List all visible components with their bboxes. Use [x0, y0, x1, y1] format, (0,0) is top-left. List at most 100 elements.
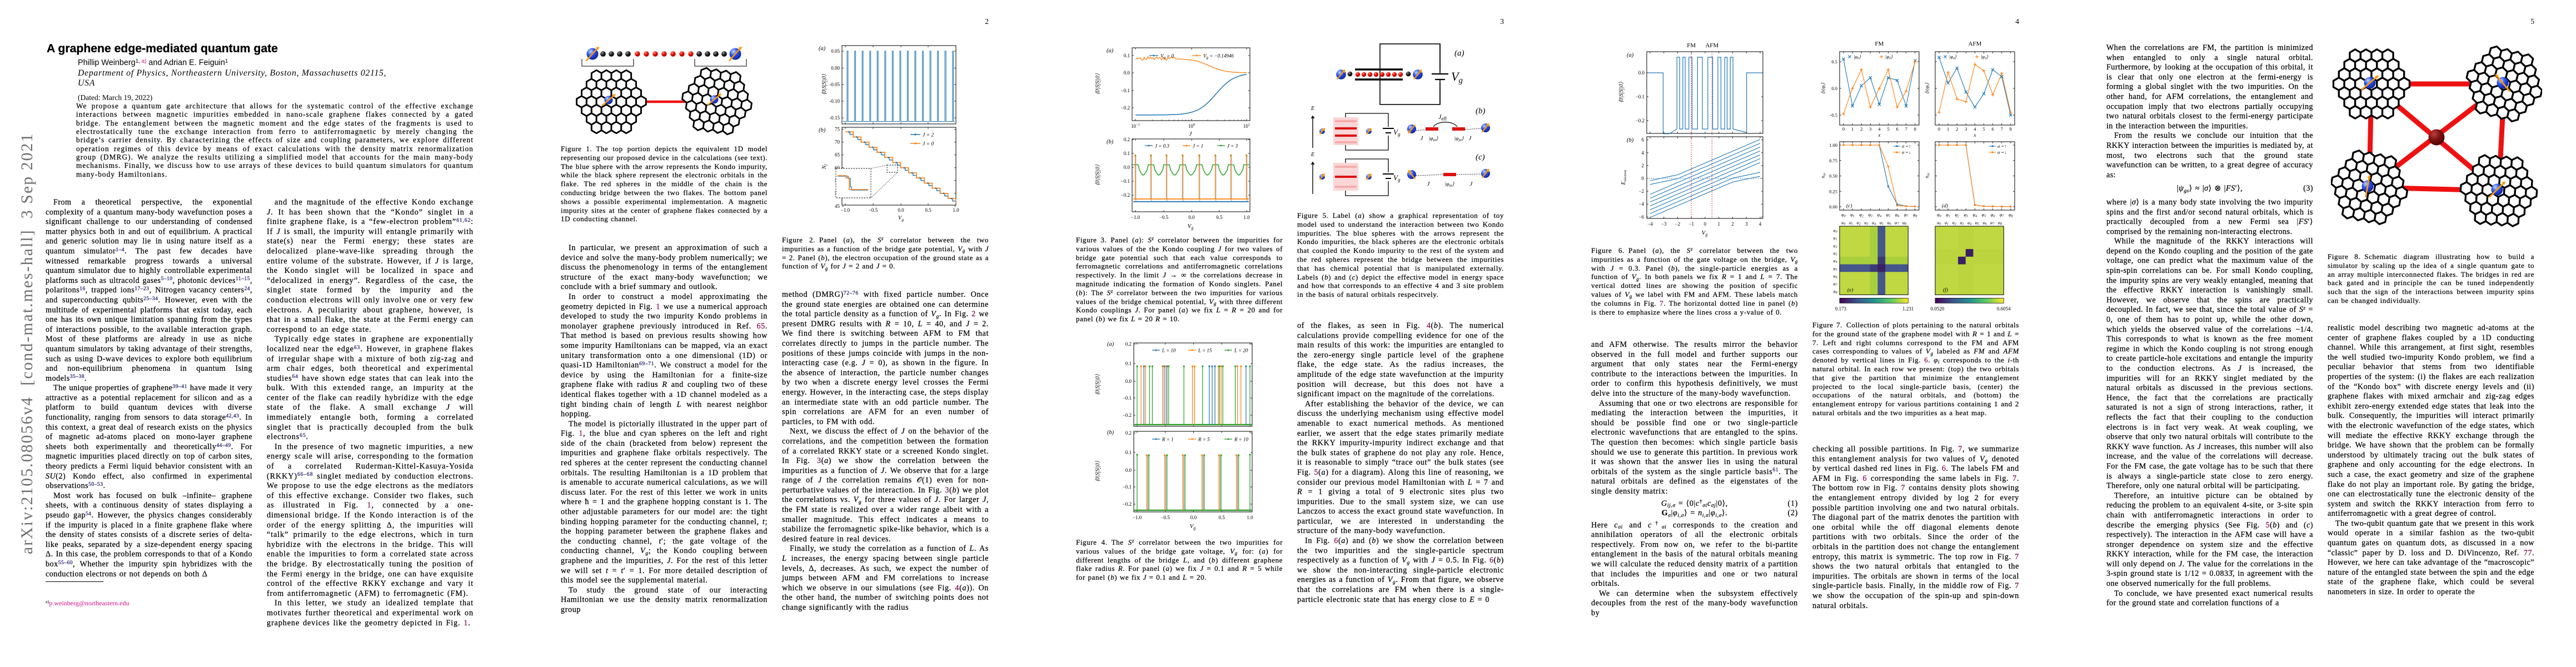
svg-text:(a): (a): [1627, 52, 1634, 58]
svg-text:−2: −2: [1638, 188, 1644, 194]
svg-text:1: 1: [1718, 221, 1721, 227]
svg-text:(b): (b): [1107, 139, 1114, 145]
svg-text:niσ: niσ: [1924, 172, 1931, 178]
svg-text:φ8: φ8: [1833, 288, 1837, 295]
svg-text:(a): (a): [1107, 341, 1114, 347]
svg-text:σ =↓: σ =↓: [1997, 150, 2006, 155]
svg-text:10−1: 10−1: [1131, 123, 1140, 129]
svg-text:100: 100: [1188, 123, 1195, 129]
svg-text:70: 70: [835, 140, 840, 145]
svg-text:0.1: 0.1: [1125, 361, 1132, 366]
svg-text:1.0: 1.0: [1243, 215, 1250, 220]
svg-text:0: 0: [1704, 221, 1707, 227]
svg-text:−0.5: −0.5: [1159, 215, 1169, 220]
svg-text:−0.1: −0.1: [1123, 395, 1132, 401]
svg-text:AFM: AFM: [1705, 42, 1718, 49]
svg-text:-0.05: -0.05: [829, 82, 840, 87]
svg-text:(b): (b): [1476, 107, 1486, 116]
svg-text:0.2: 0.2: [1124, 137, 1130, 142]
svg-text:|φiσ⟩: |φiσ⟩: [1445, 181, 1454, 188]
svg-text:φ7: φ7: [2000, 212, 2004, 218]
svg-text:−0.1: −0.1: [1121, 178, 1130, 184]
svg-text:1.231: 1.231: [1902, 306, 1914, 311]
svg-text:45: 45: [835, 203, 840, 209]
svg-text:φ2: φ2: [1857, 220, 1861, 226]
svg-text:0.2: 0.2: [1125, 430, 1132, 436]
svg-text:0.00: 0.00: [831, 66, 840, 71]
svg-text:⟨0|Sz1Sz2|0⟩: ⟨0|Sz1Sz2|0⟩: [1095, 73, 1102, 94]
svg-text:Nf: Nf: [821, 164, 829, 170]
svg-text:φ4: φ4: [1877, 212, 1881, 218]
svg-text:φ2: φ2: [1859, 212, 1863, 218]
svg-text:6: 6: [1642, 137, 1645, 143]
svg-text:niσ: niσ: [1820, 172, 1827, 178]
svg-text:φ7: φ7: [1833, 281, 1837, 287]
svg-text:φ6: φ6: [1991, 212, 1995, 218]
svg-text:0.6054: 0.6054: [1997, 306, 2011, 311]
svg-text:(a): (a): [819, 46, 826, 52]
svg-text:4: 4: [1642, 150, 1645, 156]
svg-text:0.75: 0.75: [1829, 158, 1837, 163]
svg-text:2: 2: [1731, 221, 1734, 227]
svg-text:φ1: φ1: [1849, 220, 1853, 226]
svg-text:E: E: [1311, 106, 1314, 112]
svg-text:Vg: Vg: [1188, 223, 1194, 231]
svg-text:3: 3: [1869, 126, 1871, 132]
svg-text:−6: −6: [1638, 214, 1644, 220]
svg-text:(f): (f): [1943, 287, 1948, 293]
svg-text:x: x: [1973, 133, 1976, 138]
svg-text:φ5: φ5: [1880, 220, 1884, 226]
svg-text:φ3: φ3: [1869, 212, 1872, 218]
svg-text:J: J: [1421, 135, 1424, 142]
svg-text:φ7: φ7: [1895, 220, 1899, 226]
svg-text:65: 65: [835, 152, 840, 158]
svg-text:φ7: φ7: [1904, 212, 1909, 218]
svg-text:1.00: 1.00: [1829, 142, 1837, 148]
svg-text:−0.2: −0.2: [1123, 501, 1132, 507]
svg-text:Vg: Vg: [1451, 69, 1463, 85]
svg-text:φ5: φ5: [1975, 220, 1979, 226]
svg-text:0: 0: [1842, 126, 1845, 132]
svg-text:0.5: 0.5: [1219, 515, 1225, 520]
svg-text:3: 3: [1745, 221, 1748, 227]
svg-text:0.5: 0.5: [1831, 59, 1837, 64]
svg-text:−3: −3: [1661, 221, 1667, 227]
svg-text:Vg: Vg: [1393, 128, 1401, 137]
svg-text:⟨0|Sz1Sz2|0⟩: ⟨0|Sz1Sz2|0⟩: [1095, 165, 1102, 186]
svg-text:Vg: Vg: [1393, 173, 1401, 183]
svg-text:φ0: φ0: [1841, 220, 1845, 226]
svg-text:J: J: [1470, 181, 1473, 187]
svg-text:σ =↑: σ =↑: [1997, 143, 2006, 149]
svg-text:φ3: φ3: [1960, 220, 1964, 226]
svg-text:−1.0: −1.0: [1133, 515, 1142, 520]
svg-text:60: 60: [835, 165, 840, 171]
svg-text:φ6: φ6: [1833, 273, 1837, 280]
svg-text:0.0520: 0.0520: [1931, 306, 1945, 311]
svg-text:0.00: 0.00: [1829, 204, 1837, 210]
svg-text:1: 1: [1851, 126, 1853, 132]
svg-text:1.0: 1.0: [1247, 515, 1253, 520]
svg-text:0.0: 0.0: [1188, 215, 1195, 220]
svg-text:E: E: [1311, 152, 1314, 158]
svg-text:−2: −2: [1675, 221, 1681, 227]
svg-text:7: 7: [2001, 126, 2003, 132]
svg-text:Eelectron: Eelectron: [1621, 170, 1627, 186]
svg-text:L = 20: L = 20: [1234, 348, 1248, 354]
svg-text:φ6: φ6: [1887, 220, 1891, 226]
svg-text:−0.1: −0.1: [1636, 94, 1645, 99]
svg-text:φ2: φ2: [1955, 212, 1959, 218]
svg-text:(d): (d): [1942, 203, 1948, 209]
svg-text:J = 3: J = 3: [1227, 143, 1238, 149]
svg-text:(e): (e): [1847, 287, 1853, 293]
svg-text:J: J: [1469, 135, 1472, 142]
svg-text:−1: −1: [1688, 221, 1694, 227]
svg-text:σ =↓: σ =↓: [1902, 150, 1911, 155]
svg-text:101: 101: [1243, 123, 1250, 129]
svg-text:φ4: φ4: [1973, 212, 1977, 218]
svg-text:-0.15: -0.15: [829, 115, 840, 121]
svg-text:φ6: φ6: [1982, 220, 1986, 226]
svg-text:x: x: [1877, 133, 1881, 138]
svg-text:φ1: φ1: [1945, 220, 1949, 226]
svg-text:0.2: 0.2: [1125, 341, 1132, 347]
svg-text:φ6: φ6: [1895, 212, 1899, 218]
